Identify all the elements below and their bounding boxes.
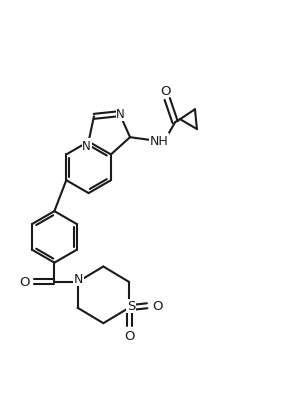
Text: O: O xyxy=(124,329,134,342)
Text: O: O xyxy=(160,84,170,97)
Text: O: O xyxy=(20,276,30,289)
Text: N: N xyxy=(116,108,125,121)
Text: S: S xyxy=(127,300,135,313)
Text: O: O xyxy=(152,300,162,313)
Text: NH: NH xyxy=(150,134,168,147)
Text: N: N xyxy=(74,273,83,286)
Text: N: N xyxy=(82,140,91,153)
